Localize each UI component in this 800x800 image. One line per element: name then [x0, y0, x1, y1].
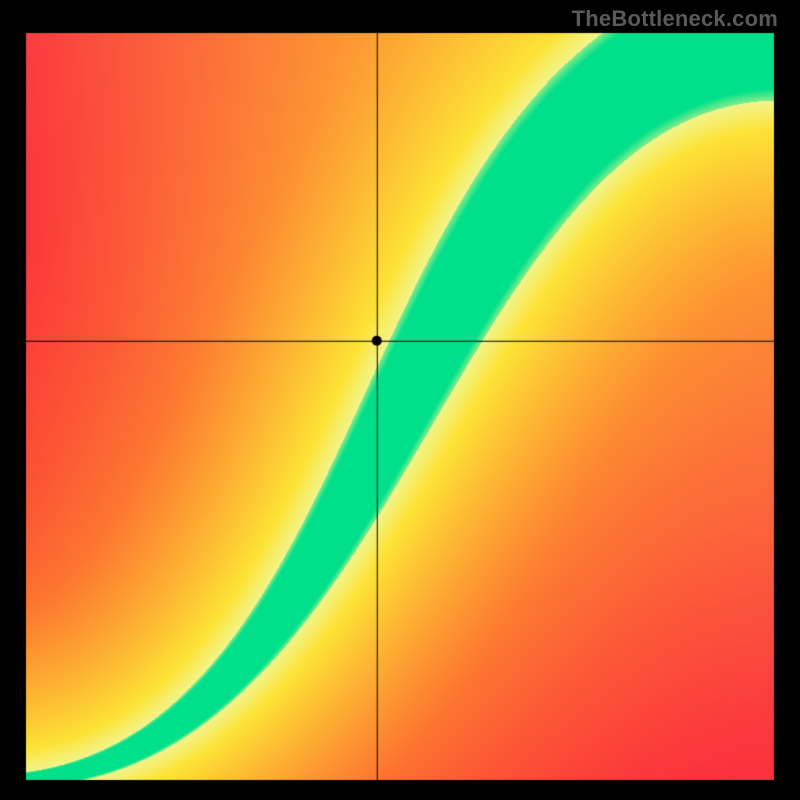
heatmap-canvas — [0, 0, 800, 800]
heatmap-plot — [0, 0, 800, 800]
chart-container: TheBottleneck.com — [0, 0, 800, 800]
watermark-text: TheBottleneck.com — [572, 6, 778, 32]
